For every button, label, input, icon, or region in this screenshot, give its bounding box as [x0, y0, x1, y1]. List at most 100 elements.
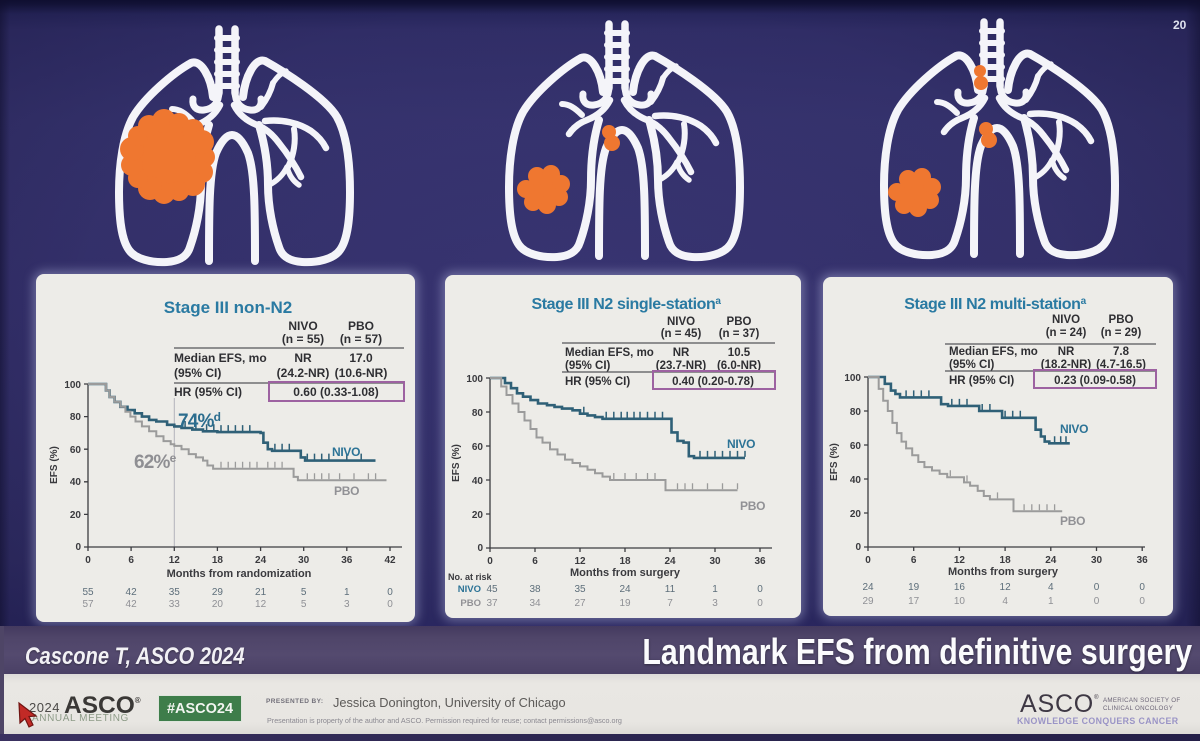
svg-text:(95% CI): (95% CI) — [949, 359, 995, 371]
svg-text:0: 0 — [477, 543, 483, 554]
svg-text:0: 0 — [85, 555, 91, 566]
svg-text:60: 60 — [850, 441, 862, 452]
svg-text:PBO: PBO — [727, 316, 752, 328]
svg-text:17.0: 17.0 — [349, 351, 373, 365]
svg-text:11: 11 — [665, 584, 676, 595]
svg-text:20: 20 — [70, 510, 82, 521]
svg-text:12: 12 — [1000, 582, 1012, 593]
svg-text:45: 45 — [486, 584, 498, 595]
svg-text:0.23 (0.09-0.58): 0.23 (0.09-0.58) — [1054, 375, 1136, 387]
svg-text:12: 12 — [255, 599, 267, 610]
svg-text:HR (95% CI): HR (95% CI) — [565, 376, 630, 388]
svg-text:33: 33 — [169, 599, 181, 610]
svg-text:(n = 55): (n = 55) — [282, 332, 324, 346]
svg-text:1: 1 — [344, 587, 350, 598]
svg-text:NIVO: NIVO — [332, 445, 360, 459]
svg-text:55: 55 — [82, 587, 94, 598]
svg-text:80: 80 — [472, 408, 484, 419]
svg-text:16: 16 — [954, 582, 966, 593]
svg-text:(95% CI): (95% CI) — [565, 360, 611, 372]
svg-text:3: 3 — [344, 599, 350, 610]
svg-text:40: 40 — [850, 475, 862, 486]
svg-text:EFS (%): EFS (%) — [49, 446, 60, 484]
svg-text:(18.2-NR): (18.2-NR) — [1041, 359, 1092, 371]
svg-text:6: 6 — [128, 555, 134, 566]
svg-text:HR (95% CI): HR (95% CI) — [949, 375, 1014, 387]
svg-text:(n = 37): (n = 37) — [719, 328, 760, 340]
svg-text:30: 30 — [709, 556, 721, 567]
svg-text:Months from surgery: Months from surgery — [570, 567, 681, 579]
svg-text:20: 20 — [850, 509, 862, 520]
svg-text:42: 42 — [126, 587, 138, 598]
svg-text:0: 0 — [387, 599, 393, 610]
svg-text:NR: NR — [1058, 346, 1075, 358]
svg-text:0: 0 — [387, 587, 393, 598]
svg-text:20: 20 — [472, 510, 484, 521]
svg-text:PBO: PBO — [460, 598, 481, 609]
svg-text:0: 0 — [75, 542, 81, 553]
svg-text:17: 17 — [908, 596, 920, 607]
svg-text:30: 30 — [298, 555, 310, 566]
svg-text:Median EFS, mo: Median EFS, mo — [565, 347, 654, 359]
svg-text:36: 36 — [341, 555, 353, 566]
svg-text:NR: NR — [673, 347, 690, 359]
svg-text:1: 1 — [1048, 596, 1054, 607]
svg-text:57: 57 — [82, 599, 94, 610]
svg-text:6: 6 — [532, 556, 538, 567]
svg-text:10.5: 10.5 — [728, 347, 751, 359]
svg-text:35: 35 — [574, 584, 586, 595]
svg-text:(6.0-NR): (6.0-NR) — [717, 360, 761, 372]
svg-text:24: 24 — [664, 556, 676, 567]
svg-text:29: 29 — [862, 596, 874, 607]
svg-text:Months from randomization: Months from randomization — [167, 568, 312, 580]
svg-text:20: 20 — [212, 599, 224, 610]
svg-text:74%d: 74%d — [178, 410, 221, 432]
svg-text:40: 40 — [70, 477, 82, 488]
svg-text:Stage III N2 multi-stationa: Stage III N2 multi-stationa — [904, 296, 1086, 313]
svg-text:24: 24 — [255, 555, 267, 566]
svg-text:Median EFS, mo: Median EFS, mo — [174, 351, 267, 365]
svg-text:7: 7 — [667, 598, 673, 609]
svg-text:EFS (%): EFS (%) — [829, 443, 840, 481]
svg-text:(4.7-16.5): (4.7-16.5) — [1096, 359, 1146, 371]
svg-text:5: 5 — [301, 599, 307, 610]
svg-text:(n = 24): (n = 24) — [1046, 327, 1087, 339]
svg-text:0: 0 — [855, 542, 861, 553]
svg-text:0: 0 — [1139, 582, 1145, 593]
svg-text:0: 0 — [865, 555, 871, 566]
svg-text:Median EFS, mo: Median EFS, mo — [949, 346, 1038, 358]
svg-text:NIVO: NIVO — [727, 437, 755, 451]
svg-text:35: 35 — [169, 587, 181, 598]
svg-text:NIVO: NIVO — [458, 584, 481, 595]
svg-text:0: 0 — [757, 584, 763, 595]
svg-text:Stage III N2 single-stationa: Stage III N2 single-stationa — [531, 296, 721, 313]
svg-text:0: 0 — [1094, 582, 1100, 593]
svg-text:42: 42 — [384, 555, 396, 566]
svg-text:27: 27 — [574, 598, 586, 609]
svg-text:80: 80 — [70, 412, 82, 423]
svg-text:24: 24 — [619, 584, 631, 595]
svg-text:5: 5 — [301, 587, 307, 598]
svg-text:30: 30 — [1091, 555, 1103, 566]
svg-text:36: 36 — [1137, 555, 1149, 566]
svg-text:EFS (%): EFS (%) — [451, 444, 462, 482]
svg-text:4: 4 — [1002, 596, 1008, 607]
svg-text:Stage III non-N2: Stage III non-N2 — [164, 298, 292, 317]
svg-text:19: 19 — [619, 598, 631, 609]
svg-text:60: 60 — [70, 445, 82, 456]
svg-text:0: 0 — [1139, 596, 1145, 607]
svg-text:18: 18 — [1000, 555, 1012, 566]
svg-text:PBO: PBO — [1060, 514, 1085, 528]
svg-text:NR: NR — [294, 351, 312, 365]
svg-text:12: 12 — [574, 556, 586, 567]
svg-text:PBO: PBO — [740, 499, 765, 513]
svg-text:21: 21 — [255, 587, 267, 598]
svg-text:0.60 (0.33-1.08): 0.60 (0.33-1.08) — [293, 385, 378, 399]
svg-text:18: 18 — [619, 556, 631, 567]
svg-text:(95% CI): (95% CI) — [174, 366, 221, 380]
svg-text:(10.6-NR): (10.6-NR) — [335, 366, 388, 380]
svg-text:38: 38 — [529, 584, 541, 595]
svg-text:PBO: PBO — [348, 319, 374, 333]
svg-text:0: 0 — [757, 598, 763, 609]
svg-text:62%e: 62%e — [134, 451, 177, 473]
